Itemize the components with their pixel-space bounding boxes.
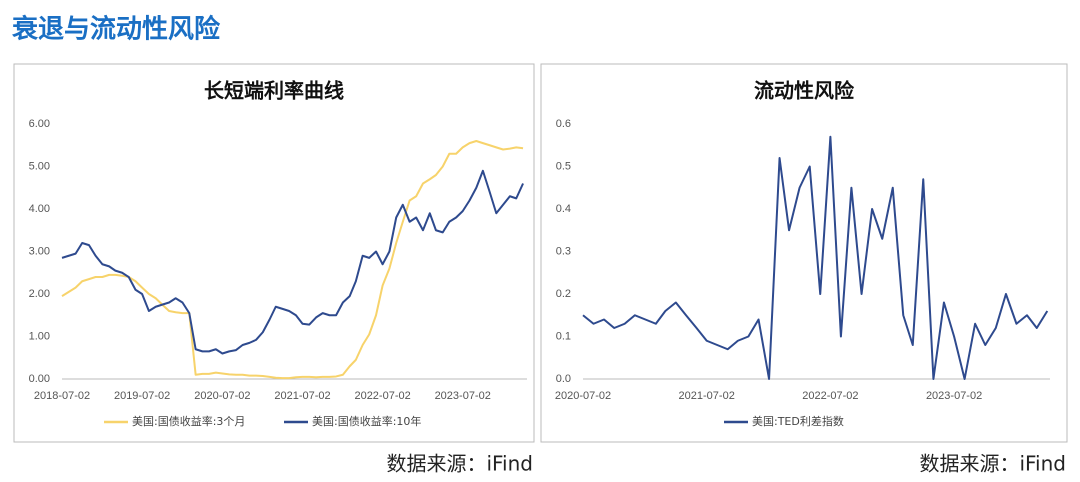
chart-title: 流动性风险 (754, 79, 855, 103)
panel-frame (13, 63, 535, 443)
legend-label: 美国:TED利差指数 (752, 414, 844, 428)
y-tick-label: 0.6 (556, 118, 571, 130)
y-tick-label: 0.00 (29, 373, 50, 385)
x-tick-label: 2023-07-02 (435, 390, 491, 402)
y-tick-label: 6.00 (29, 118, 50, 130)
x-tick-label: 2021-07-02 (679, 390, 735, 402)
data-line (582, 135, 1049, 380)
chart-title: 长短端利率曲线 (204, 79, 344, 103)
panel-frame (540, 63, 1068, 443)
x-tick-label: 2018-07-02 (34, 390, 90, 402)
x-tick-label: 2019-07-02 (114, 390, 170, 402)
x-tick-label: 2020-07-02 (555, 390, 611, 402)
y-tick-label: 3.00 (29, 245, 50, 257)
x-tick-label: 2022-07-02 (802, 390, 858, 402)
legend-label: 美国:国债收益率:3个月 (132, 414, 245, 428)
data-line (61, 169, 524, 355)
page-title: 衰退与流动性风险 (11, 14, 221, 45)
y-tick-label: 0.2 (556, 288, 571, 300)
y-tick-label: 0.1 (556, 330, 571, 342)
y-tick-label: 0.3 (556, 245, 571, 257)
source-note: 数据来源：iFind (919, 452, 1066, 476)
x-tick-label: 2020-07-02 (194, 390, 250, 402)
y-tick-label: 5.00 (29, 160, 50, 172)
y-tick-label: 0.5 (556, 160, 571, 172)
y-tick-label: 0.0 (556, 373, 571, 385)
legend-label: 美国:国债收益率:10年 (312, 414, 421, 428)
x-tick-label: 2022-07-02 (354, 390, 410, 402)
x-tick-label: 2023-07-02 (926, 390, 982, 402)
y-tick-label: 2.00 (29, 288, 50, 300)
y-tick-label: 0.4 (556, 203, 571, 215)
y-tick-label: 1.00 (29, 330, 50, 342)
y-tick-label: 4.00 (29, 203, 50, 215)
x-tick-label: 2021-07-02 (274, 390, 330, 402)
data-line (61, 140, 524, 380)
source-note: 数据来源：iFind (386, 452, 533, 476)
